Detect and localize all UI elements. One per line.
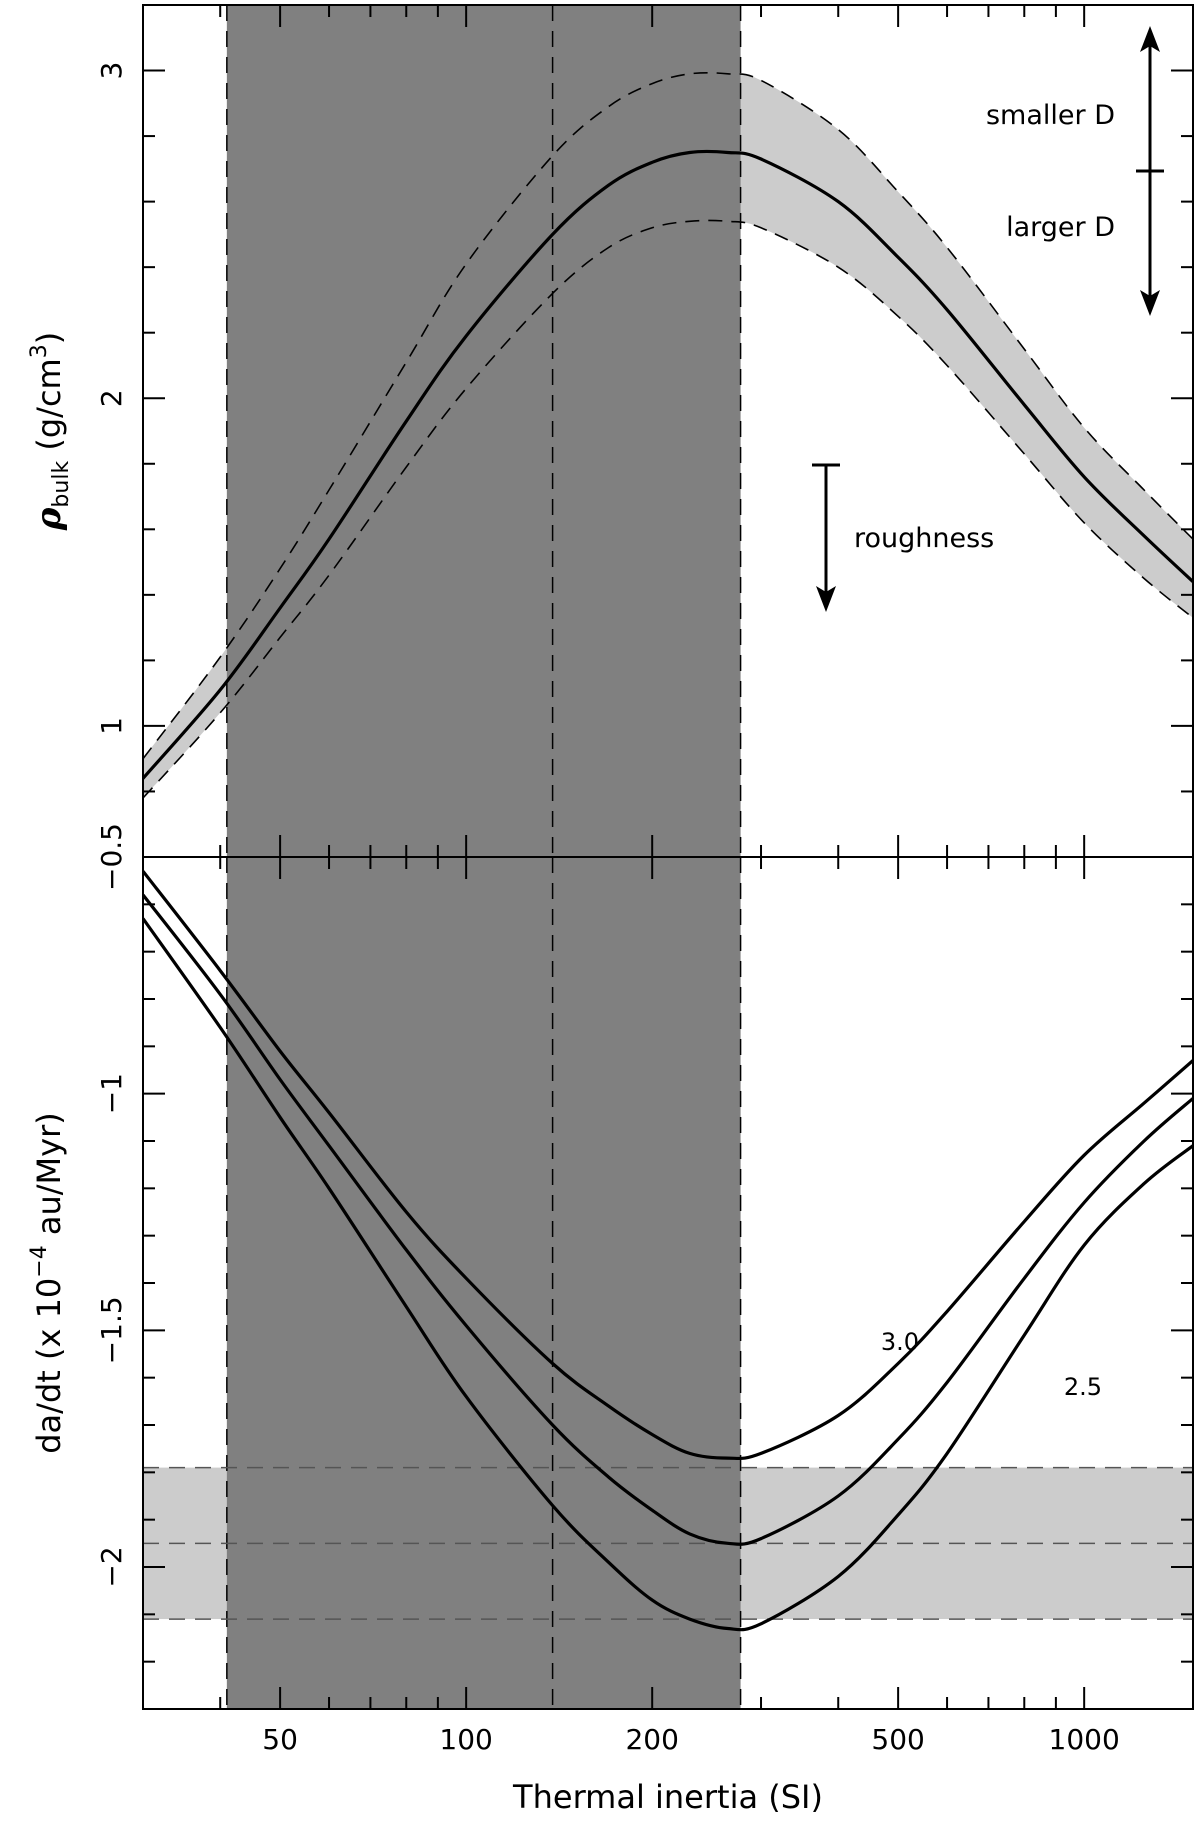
top-shaded-region xyxy=(226,5,741,857)
larger-d-label: larger D xyxy=(1006,212,1115,243)
bottom-xtick-label-3: 500 xyxy=(871,1723,924,1756)
bottom-series-curve-0 xyxy=(143,870,1193,1461)
bottom-xtick-label-4: 1000 xyxy=(1049,1723,1120,1756)
bottom-y-axis-superscript: −4 xyxy=(27,1245,52,1277)
top-y-axis-close: ) xyxy=(30,332,68,344)
top-panel: 1 2 3 smaller D larger D roughness ρbulk (g/… xyxy=(27,4,1194,858)
top-ytick-label-0: 1 xyxy=(95,717,128,735)
bottom-ytick-label-1: −1 xyxy=(95,1073,128,1114)
bottom-y-axis-label-post: au/Myr) xyxy=(30,1112,68,1245)
d-arrow-head-up xyxy=(1140,26,1160,52)
bottom-shaded-region xyxy=(226,857,741,1709)
top-y-axis-superscript: 3 xyxy=(27,344,52,358)
top-y-axis-subscript: bulk xyxy=(49,461,74,508)
bottom-series-curve-1 xyxy=(143,893,1193,1546)
curve-label-2-5: 2.5 xyxy=(1064,1373,1102,1401)
bottom-panel: −0.5 −1 −1.5 −2 50 100 200 500 1000 3.0 2.5 da/dt… xyxy=(27,823,1194,1816)
d-arrow-head-down xyxy=(1140,290,1160,316)
bottom-ytick-label-2: −1.5 xyxy=(95,1296,128,1364)
bottom-ytick-label-3: −2 xyxy=(95,1546,128,1587)
top-ytick-label-1: 2 xyxy=(95,389,128,407)
smaller-d-label: smaller D xyxy=(986,100,1115,131)
bottom-ytick-label-0: −0.5 xyxy=(95,823,128,891)
bottom-y-axis-label: da/dt (x 10−4 au/Myr) xyxy=(27,1112,68,1454)
roughness-arrow-head xyxy=(816,586,836,612)
bottom-series-third-2 xyxy=(143,917,1193,1632)
bottom-xtick-label-2: 200 xyxy=(625,1723,678,1756)
top-y-axis-unit: (g/cm xyxy=(30,358,68,461)
top-y-axis-label: ρbulk (g/cm3) xyxy=(27,332,74,531)
top-series-central-0 xyxy=(143,149,1193,780)
bottom-xtick-label-1: 100 xyxy=(439,1723,492,1756)
bottom-xtick-label-0: 50 xyxy=(262,1723,298,1756)
top-series-lower-2 xyxy=(143,219,1193,799)
bottom-y-axis-label-pre: da/dt (x 10 xyxy=(30,1278,68,1454)
roughness-label: roughness xyxy=(854,523,994,554)
top-y-axis-symbol: ρ xyxy=(29,507,69,531)
top-ytick-label-2: 3 xyxy=(95,62,128,80)
x-axis-label: Thermal inertia (SI) xyxy=(512,1778,823,1816)
top-envelope xyxy=(143,72,1193,799)
curve-label-3-0: 3.0 xyxy=(881,1328,919,1356)
top-series-upper-1 xyxy=(143,71,1193,760)
